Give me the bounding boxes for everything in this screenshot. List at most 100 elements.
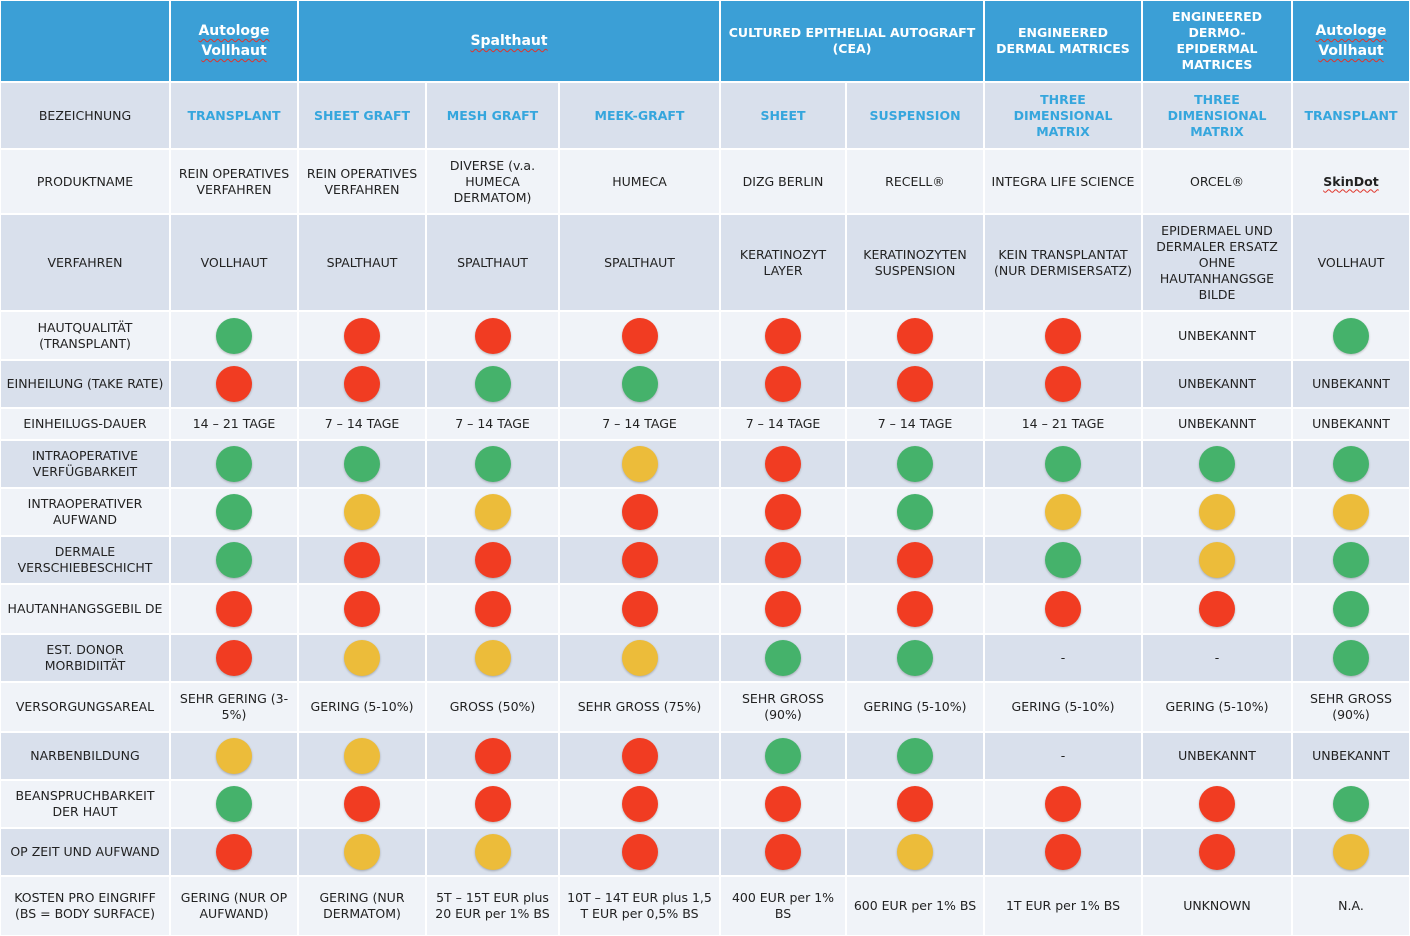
cell-text: -	[1214, 650, 1220, 665]
table-cell: 14 – 21 TAGE	[171, 409, 297, 439]
cell-text: GERING (5-10%)	[310, 699, 414, 714]
table-cell: UNBEKANNT	[1293, 361, 1409, 407]
rating-cell	[721, 635, 845, 681]
table-cell: KERATINOZYTEN SUSPENSION	[847, 215, 983, 310]
table-cell: SEHR GROSS (90%)	[721, 683, 845, 731]
yellow-rating-dot	[344, 494, 380, 530]
cell-text: 14 – 21 TAGE	[1021, 416, 1105, 431]
rating-cell	[560, 537, 719, 583]
cell-text: THREE DIMENSIONAL MATRIX	[1013, 91, 1113, 139]
rating-cell	[427, 441, 558, 487]
rating-cell	[427, 537, 558, 583]
red-rating-dot	[344, 591, 380, 627]
rating-cell	[427, 585, 558, 633]
rating-cell	[560, 489, 719, 535]
yellow-rating-dot	[1333, 494, 1369, 530]
cell-text: GERING (5-10%)	[1165, 699, 1269, 714]
yellow-rating-dot	[1333, 834, 1369, 870]
green-rating-dot	[1333, 446, 1369, 482]
rating-cell	[721, 781, 845, 827]
red-rating-dot	[897, 317, 933, 354]
red-rating-dot	[897, 591, 933, 627]
red-rating-dot	[1045, 834, 1081, 870]
cell-text: SPALTHAUT	[326, 254, 398, 270]
cell-text: 1T EUR per 1% BS	[1005, 898, 1121, 913]
cell-text: VOLLHAUT	[1317, 254, 1385, 270]
rating-cell	[985, 781, 1141, 827]
red-rating-dot	[621, 542, 658, 578]
table-cell: KERATINOZYT LAYER	[721, 215, 845, 310]
rating-cell	[427, 733, 558, 779]
cell-text: 7 – 14 TAGE	[324, 416, 400, 431]
red-rating-dot	[474, 738, 511, 774]
cell-text: 14 – 21 TAGE	[192, 416, 276, 431]
green-rating-dot	[474, 366, 511, 402]
header-corner	[1, 1, 169, 81]
yellow-rating-dot	[344, 834, 380, 870]
yellow-rating-dot	[474, 834, 511, 870]
green-rating-dot	[765, 738, 801, 774]
table-cell: THREE DIMENSIONAL MATRIX	[985, 83, 1141, 148]
table-cell: -	[985, 733, 1141, 779]
group-header: Spalthaut	[299, 1, 719, 81]
table-cell: SEHR GERING (3-5%)	[171, 683, 297, 731]
red-rating-dot	[897, 786, 933, 822]
cell-text: 7 – 14 TAGE	[455, 416, 530, 431]
red-rating-dot	[765, 446, 801, 482]
red-rating-dot	[621, 591, 658, 627]
yellow-rating-dot	[1045, 494, 1081, 530]
rating-cell	[847, 361, 983, 407]
cell-text: SHEET	[760, 107, 806, 123]
rating-cell	[847, 312, 983, 359]
rating-cell	[721, 441, 845, 487]
row-label: NARBENBILDUNG	[1, 733, 169, 779]
cell-text: UNBEKANNT	[1178, 416, 1256, 431]
table-cell: DIVERSE (v.a. HUMECA DERMATOM)	[427, 150, 558, 213]
cell-text: GERING (5-10%)	[1011, 699, 1115, 714]
rating-cell	[847, 537, 983, 583]
rating-cell	[721, 361, 845, 407]
table-cell: REIN OPERATIVES VERFAHREN	[171, 150, 297, 213]
red-rating-dot	[344, 317, 380, 354]
green-rating-dot	[216, 786, 252, 822]
cell-text: N.A.	[1338, 898, 1364, 913]
cell-text: 10T – 14T EUR plus 1,5 T EUR per 0,5% BS	[567, 890, 712, 921]
rating-cell	[427, 781, 558, 827]
rating-cell	[1143, 585, 1291, 633]
rating-cell	[1293, 781, 1409, 827]
rating-cell	[560, 441, 719, 487]
table-cell: 5T – 15T EUR plus 20 EUR per 1% BS	[427, 877, 558, 935]
yellow-rating-dot	[621, 640, 658, 676]
rating-cell	[985, 585, 1141, 633]
table-cell: HUMECA	[560, 150, 719, 213]
red-rating-dot	[216, 640, 252, 676]
red-rating-dot	[621, 494, 658, 530]
table-cell: SHEET GRAFT	[299, 83, 425, 148]
table-cell: UNBEKANNT	[1143, 409, 1291, 439]
table-cell: SUSPENSION	[847, 83, 983, 148]
cell-text: UNBEKANNT	[1312, 376, 1390, 391]
rating-cell	[299, 635, 425, 681]
cell-text: SEHR GERING (3-5%)	[179, 691, 289, 722]
green-rating-dot	[621, 366, 658, 402]
cell-text: REIN OPERATIVES VERFAHREN	[178, 165, 290, 197]
rating-cell	[427, 635, 558, 681]
rating-cell	[171, 829, 297, 875]
red-rating-dot	[474, 591, 511, 627]
row-label: EINHEILUGS-DAUER	[1, 409, 169, 439]
table-cell: 400 EUR per 1% BS	[721, 877, 845, 935]
rating-cell	[171, 441, 297, 487]
red-rating-dot	[1045, 317, 1081, 354]
table-cell: GERING (5-10%)	[1143, 683, 1291, 731]
rating-cell	[171, 635, 297, 681]
table-cell: 7 – 14 TAGE	[847, 409, 983, 439]
yellow-rating-dot	[216, 738, 252, 774]
rating-cell	[427, 312, 558, 359]
red-rating-dot	[1045, 786, 1081, 822]
red-rating-dot	[765, 834, 801, 870]
rating-cell	[299, 733, 425, 779]
table-cell: UNBEKANNT	[1143, 312, 1291, 359]
red-rating-dot	[1199, 786, 1235, 822]
cell-text: INTEGRA LIFE SCIENCE	[991, 173, 1135, 189]
cell-text: SEHR GROSS (90%)	[1310, 691, 1392, 722]
